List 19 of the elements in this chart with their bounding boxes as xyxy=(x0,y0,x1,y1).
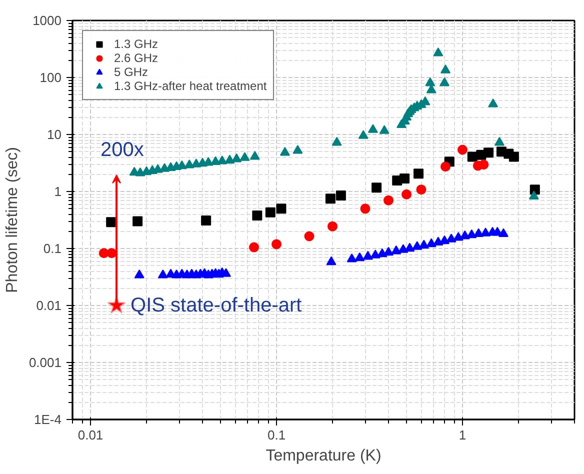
y-tick-label: 0.001 xyxy=(28,355,62,370)
x-tick-label: 1 xyxy=(458,428,466,442)
y-tick-label: 0.1 xyxy=(43,241,62,256)
legend-label: 5 GHz xyxy=(114,65,148,79)
y-tick-label: 1 xyxy=(54,184,62,199)
y-tick-label: 100 xyxy=(40,70,62,85)
legend-label: 1.3 GHz-after heat treatment xyxy=(114,79,267,93)
x-tick-label: 0.1 xyxy=(267,428,286,442)
annotation: QIS state-of-the-art xyxy=(130,294,302,316)
x-axis-title: Temperature (K) xyxy=(266,448,382,464)
legend-label: 1.3 GHz xyxy=(114,37,158,51)
annotation: 200x xyxy=(100,139,144,162)
legend-label: 2.6 GHz xyxy=(114,51,158,65)
y-tick-label: 0.01 xyxy=(36,298,62,313)
y-axis-title: Photon lifetime (sec) xyxy=(4,147,21,293)
y-tick-label: 10 xyxy=(47,127,62,142)
y-tick-label: 1000 xyxy=(32,13,62,28)
x-tick-label: 0.01 xyxy=(78,428,104,442)
y-tick-label: 1E-4 xyxy=(34,412,62,427)
